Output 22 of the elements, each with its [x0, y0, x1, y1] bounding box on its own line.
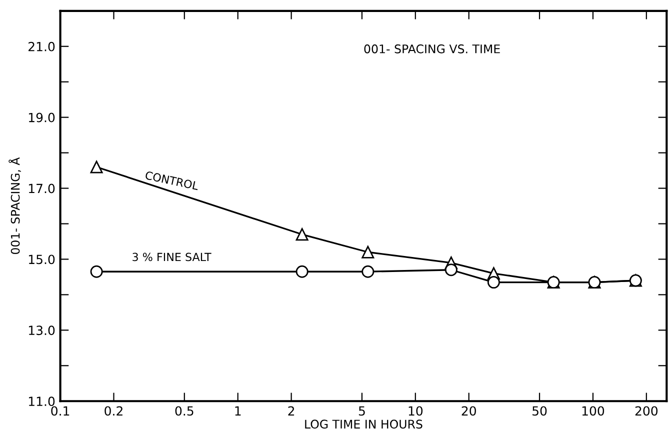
x-tick-label: 50 [532, 406, 547, 416]
series-label: 3 % FINE SALT [132, 252, 212, 262]
y-tick-label: 17.0 [28, 184, 55, 194]
x-tick-label: 5 [358, 406, 365, 416]
y-axis-title: 001- SPACING, Å [8, 157, 21, 254]
x-tick-label: 0.5 [175, 406, 194, 416]
text: CONTROL [144, 170, 200, 190]
x-tick-label: 0.2 [104, 406, 122, 416]
x-tick-label: 20 [462, 406, 476, 416]
x-tick-label: 200 [635, 406, 658, 416]
y-tick-label: 15.0 [28, 254, 55, 264]
x-tick-label: 0.1 [51, 406, 70, 416]
text: 001- SPACING VS. TIME [364, 44, 500, 54]
x-tick-label: 1 [235, 406, 241, 416]
y-tick-label: 11.0 [28, 396, 55, 406]
x-axis-title: LOG TIME IN HOURS [305, 420, 422, 429]
y-tick-label: 21.0 [28, 42, 55, 52]
y-tick-label: 19.0 [28, 112, 55, 122]
y-tick-label: 13.0 [28, 326, 55, 336]
x-tick-label: 100 [582, 406, 604, 416]
x-tick-label: 10 [408, 406, 423, 416]
x-tick-label: 2 [288, 406, 294, 416]
